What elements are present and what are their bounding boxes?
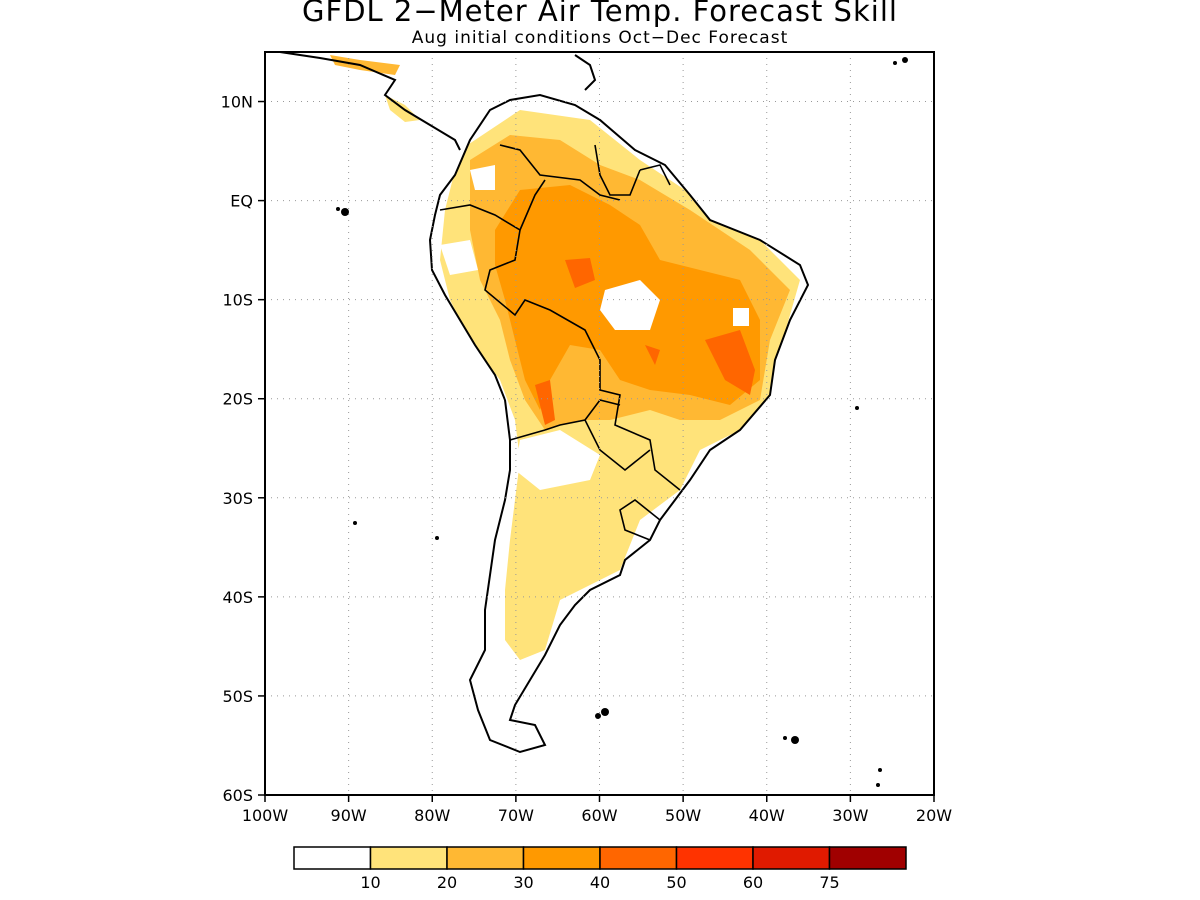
skill-hole-5 — [733, 308, 749, 326]
skill-hole-2 — [440, 240, 478, 275]
lon-tick-label: 40W — [749, 806, 785, 825]
skill-area-40-50-d — [645, 345, 660, 365]
skill-hole-1 — [600, 280, 660, 330]
colorbar-swatch — [752, 846, 831, 870]
colorbar-label: 50 — [666, 873, 686, 892]
map-subtitle: Aug initial conditions Oct−Dec Forecast — [411, 28, 789, 48]
lat-tick-label: 20S — [222, 390, 253, 409]
country-borders — [439, 144, 681, 541]
lat-tick-label: 10N — [221, 93, 253, 112]
lat-tick-label: 50S — [222, 687, 253, 706]
lon-tick-label: 70W — [498, 806, 534, 825]
lat-tick-label: 10S — [222, 291, 253, 310]
lat-tick-label: 40S — [222, 588, 253, 607]
lon-tick-label: 80W — [414, 806, 450, 825]
lon-tick-label: 60W — [581, 806, 617, 825]
colorbar-label: 30 — [513, 873, 533, 892]
longitude-axis: 100W 90W 80W 70W 60W 50W 40W 30W 20W — [242, 795, 952, 825]
coastlines — [279, 51, 810, 754]
lon-tick-label: 30W — [832, 806, 868, 825]
colorbar-label: 40 — [590, 873, 610, 892]
colorbar-swatch — [828, 846, 907, 870]
lon-tick-label: 20W — [916, 806, 952, 825]
colorbar-swatch — [599, 846, 678, 870]
skill-hole-6 — [470, 165, 495, 190]
lon-tick-label: 90W — [331, 806, 367, 825]
skill-area-40-50-c — [535, 380, 555, 425]
lon-tick-label: 50W — [665, 806, 701, 825]
colorbar-label: 20 — [437, 873, 457, 892]
lat-tick-label: 30S — [222, 489, 253, 508]
lon-tick-label: 100W — [242, 806, 289, 825]
skill-shading — [440, 110, 800, 715]
colorbar-swatch — [675, 846, 754, 870]
colorbar-label: 60 — [743, 873, 763, 892]
lat-tick-label: EQ — [230, 192, 253, 211]
colorbar-swatch — [446, 846, 525, 870]
colorbar-swatch — [522, 846, 601, 870]
colorbar-swatch — [369, 846, 448, 870]
islands — [336, 57, 908, 787]
lat-tick-label: 60S — [222, 786, 253, 805]
colorbar-swatch — [293, 846, 372, 870]
color-bar: 10 20 30 40 50 60 75 — [293, 846, 907, 892]
skill-hole-3 — [515, 430, 600, 490]
skill-area-40-50-a — [565, 258, 595, 288]
colorbar-label: 10 — [360, 873, 380, 892]
skill-area-40-50-b — [705, 330, 755, 395]
map-title: GFDL 2−Meter Air Temp. Forecast Skill — [302, 0, 898, 28]
latitude-axis: 10N EQ 10S 20S 30S 40S 50S 60S — [221, 93, 265, 805]
colorbar-label: 75 — [819, 873, 839, 892]
